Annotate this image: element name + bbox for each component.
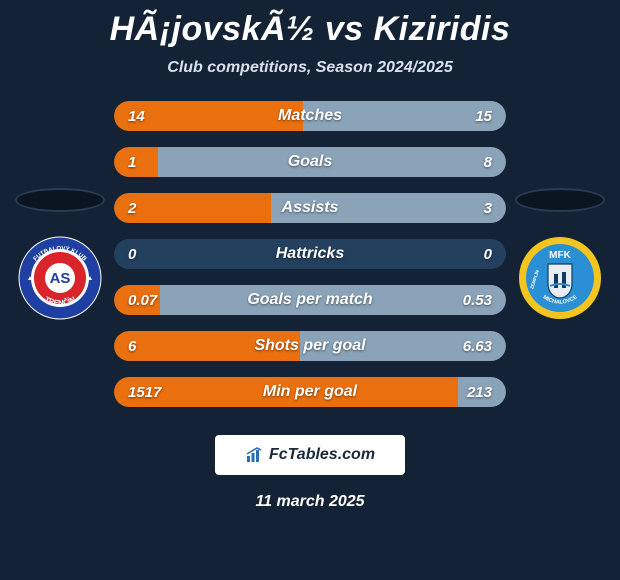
stat-label: Matches	[114, 101, 506, 131]
brand-text: FcTables.com	[269, 446, 375, 464]
stat-row: 1517213Min per goal	[114, 377, 506, 407]
brand-footer[interactable]: FcTables.com	[215, 435, 405, 475]
stat-label: Goals per match	[114, 285, 506, 315]
chart-icon	[245, 446, 263, 464]
stat-label: Min per goal	[114, 377, 506, 407]
team-badge-right: MFKMICHALOVCEZEMPLÍN	[518, 236, 602, 320]
comparison-body: ASFUTBALOVÝ KLUBTRENČÍN 1415Matches 18Goa…	[0, 101, 620, 407]
right-side: MFKMICHALOVCEZEMPLÍN	[510, 188, 610, 320]
stat-row: 0.070.53Goals per match	[114, 285, 506, 315]
subtitle: Club competitions, Season 2024/2025	[0, 59, 620, 77]
page-title: HÃ¡jovskÃ½ vs Kiziridis	[0, 0, 620, 49]
svg-text:MFK: MFK	[549, 250, 571, 261]
stat-label: Goals	[114, 147, 506, 177]
player-photo-placeholder-right	[515, 188, 605, 212]
left-side: ASFUTBALOVÝ KLUBTRENČÍN	[10, 188, 110, 320]
stat-label: Assists	[114, 193, 506, 223]
stat-label: Shots per goal	[114, 331, 506, 361]
svg-text:AS: AS	[50, 270, 71, 287]
stat-row: 1415Matches	[114, 101, 506, 131]
stat-bars: 1415Matches 18Goals 23Assists 00Hattricks 0.…	[110, 101, 510, 407]
comparison-card: HÃ¡jovskÃ½ vs Kiziridis Club competition…	[0, 0, 620, 580]
stat-row: 23Assists	[114, 193, 506, 223]
player-photo-placeholder-left	[15, 188, 105, 212]
stat-row: 18Goals	[114, 147, 506, 177]
stat-row: 66.63Shots per goal	[114, 331, 506, 361]
date-label: 11 march 2025	[0, 493, 620, 511]
stat-label: Hattricks	[114, 239, 506, 269]
stat-row: 00Hattricks	[114, 239, 506, 269]
team-badge-left: ASFUTBALOVÝ KLUBTRENČÍN	[18, 236, 102, 320]
